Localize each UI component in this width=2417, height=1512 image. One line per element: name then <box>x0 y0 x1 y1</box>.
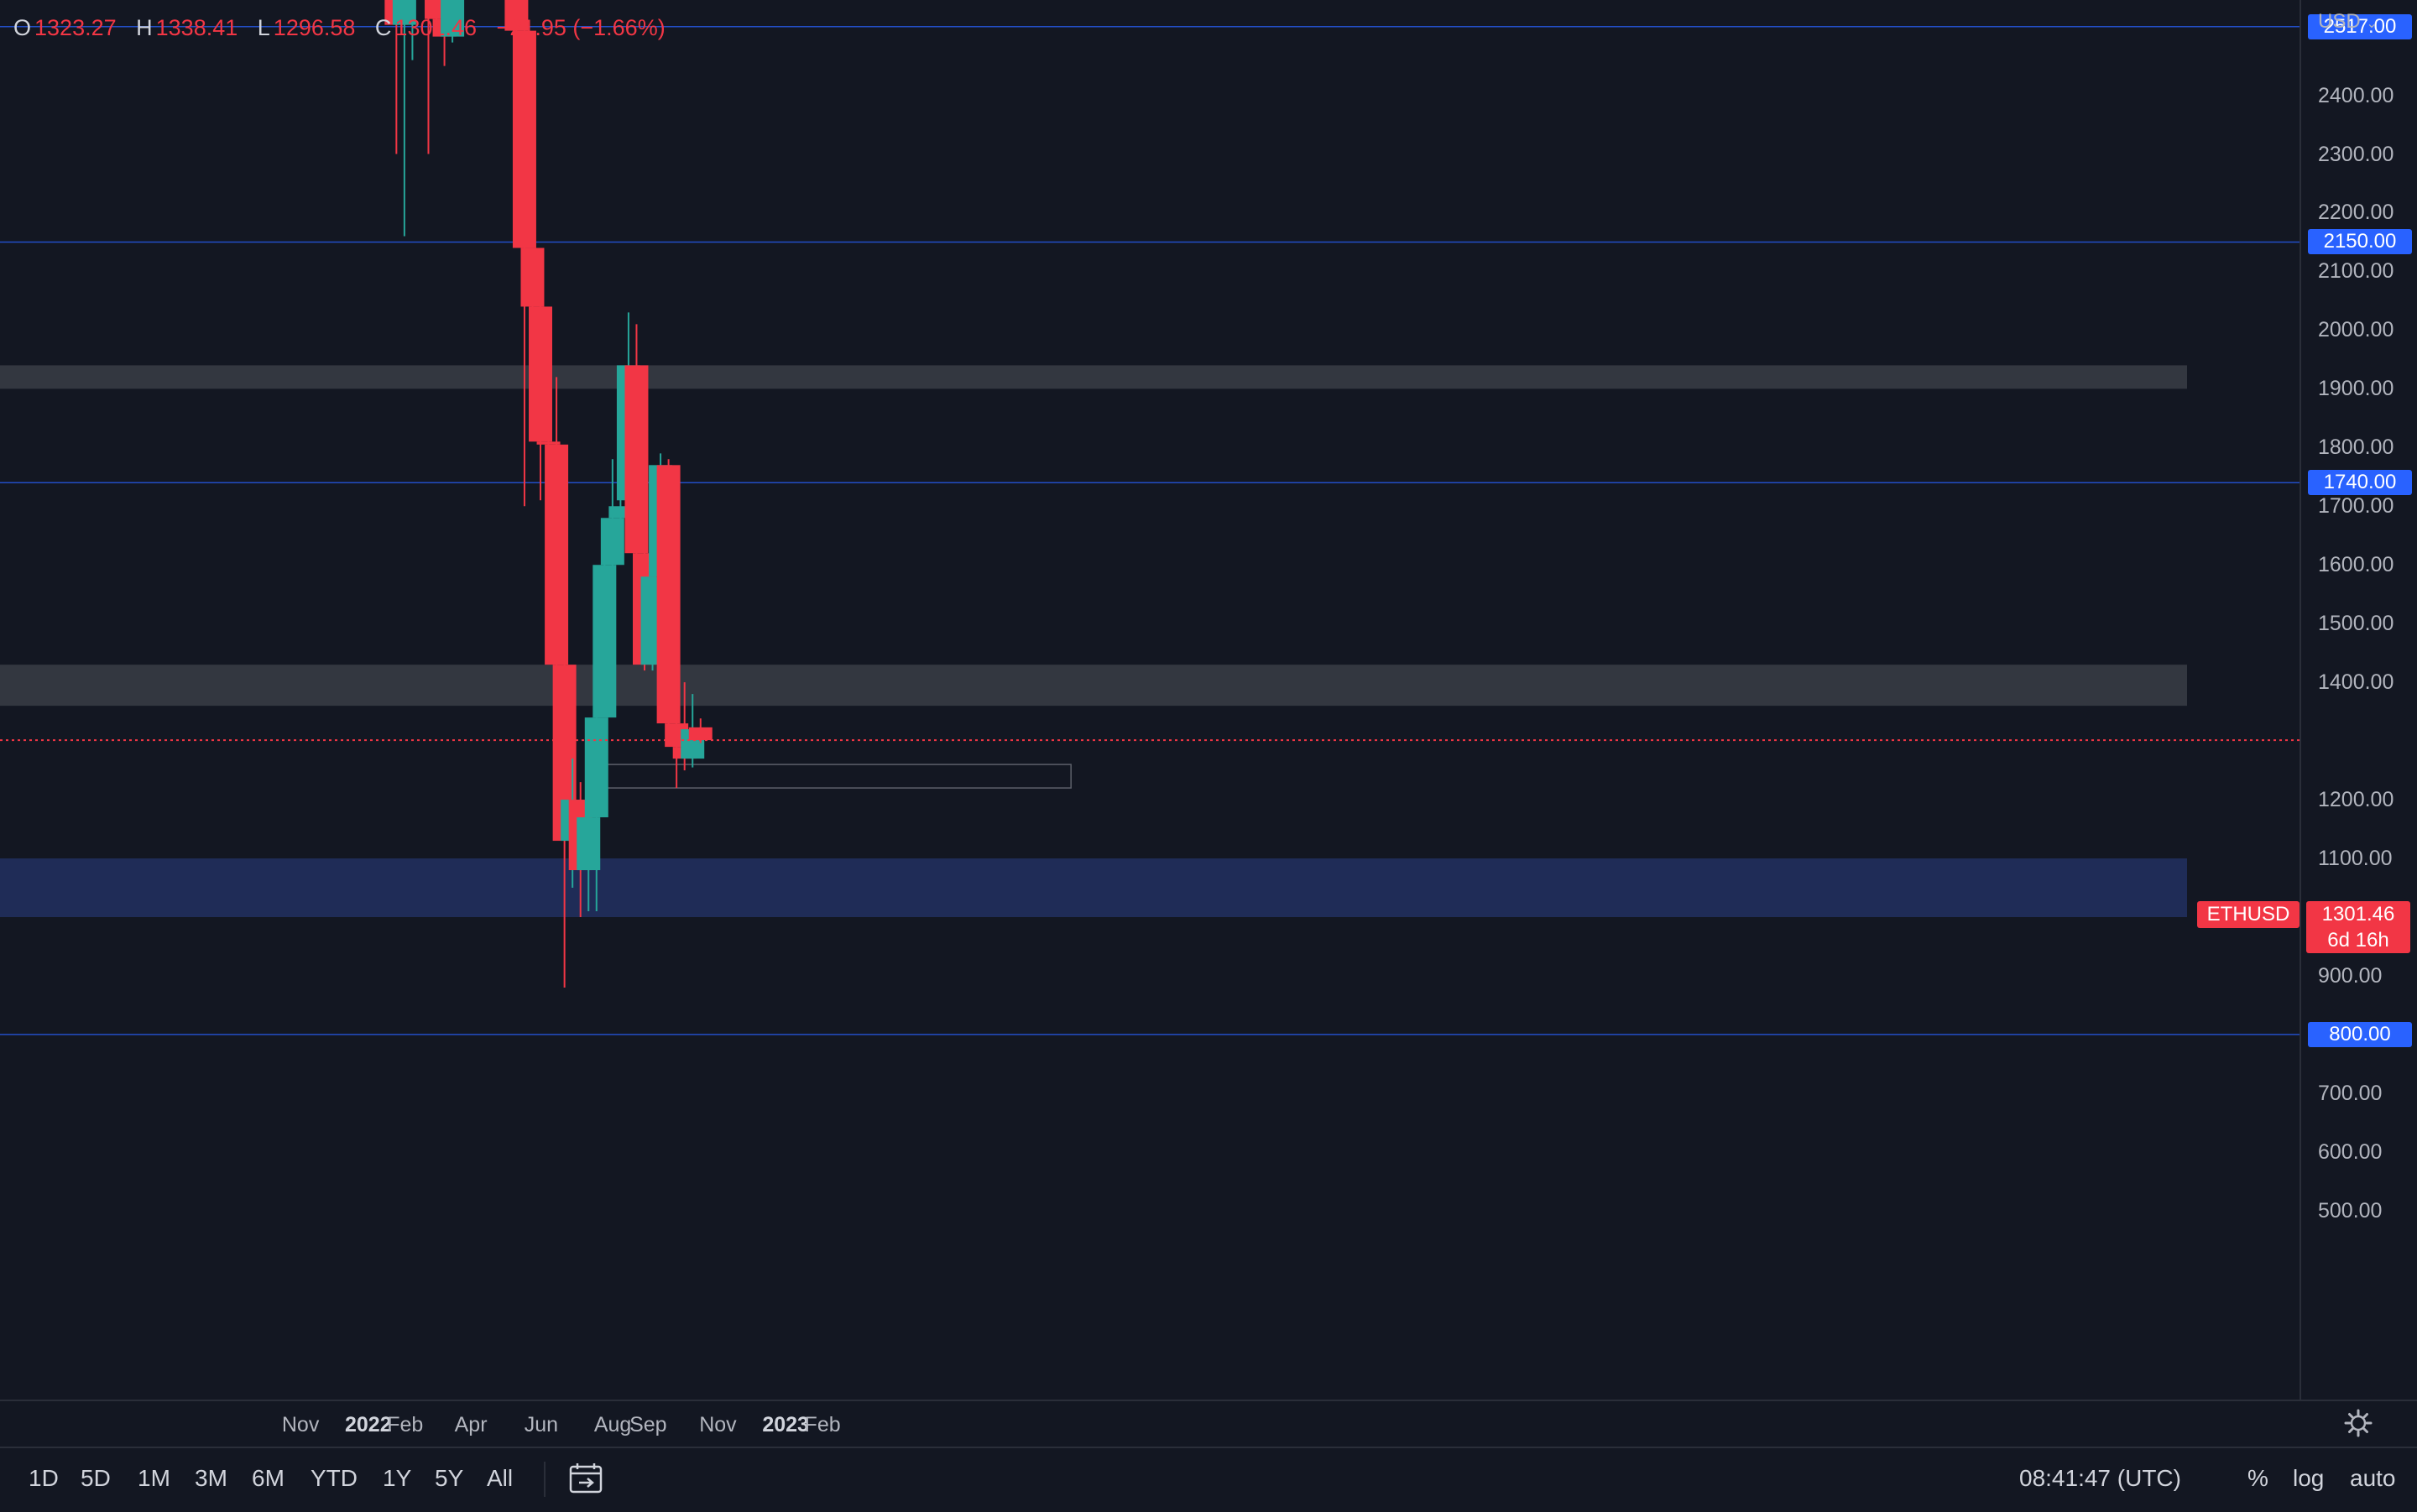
open-value: 1323.27 <box>34 15 117 40</box>
price-tick-label: 2400.00 <box>2318 83 2394 107</box>
level-price-badge: 2517.00 <box>2308 13 2412 39</box>
candle <box>504 0 529 49</box>
level-price-badge: 2150.00 <box>2308 229 2412 255</box>
price-tick-label: 2200.00 <box>2318 201 2394 225</box>
time-tick-label: 2023 <box>762 1413 809 1436</box>
price-tick-label: 1700.00 <box>2318 494 2394 519</box>
candle <box>545 377 569 671</box>
range-button-1y[interactable]: 1Y <box>383 1465 412 1491</box>
low-value: 1296.58 <box>273 15 356 40</box>
zone-blue <box>0 858 2187 917</box>
close-value: 1301.46 <box>394 15 478 40</box>
level-price-badge: 1740.00 <box>2308 470 2412 496</box>
candle <box>536 318 561 460</box>
range-button-1m[interactable]: 1M <box>138 1465 170 1491</box>
utc-clock[interactable]: 08:41:47 (UTC) <box>2019 1465 2181 1491</box>
price-tick-label: 1500.00 <box>2318 612 2394 636</box>
symbol-tag: ETHUSD <box>2197 901 2300 928</box>
change-value: −21.95 (−1.66%) <box>496 15 666 40</box>
zones-layer <box>0 365 2187 917</box>
price-tick-label: 1900.00 <box>2318 377 2394 401</box>
last-price-badge: 1301.46 6d 16h <box>2306 901 2410 953</box>
candle-body <box>441 0 465 37</box>
candle-body <box>584 717 608 818</box>
time-tick-label: 2022 <box>345 1413 392 1436</box>
time-tick-label: Feb <box>804 1413 841 1436</box>
price-tick-label: 1200.00 <box>2318 788 2394 812</box>
price-tick-label: 1100.00 <box>2318 847 2393 871</box>
gear-icon[interactable] <box>2343 1408 2373 1438</box>
last-price-value: 1301.46 <box>2321 903 2395 925</box>
price-axis[interactable]: 500.00600.00700.00900.001000.001100.0012… <box>2300 0 2417 1400</box>
price-tick-label: 1600.00 <box>2318 553 2394 577</box>
range-button-all[interactable]: All <box>487 1465 514 1491</box>
high-value: 1338.41 <box>155 15 238 40</box>
percent-toggle[interactable]: % <box>2247 1465 2268 1491</box>
zone-gray <box>0 365 2187 389</box>
bottom-toolbar: 1D 5D 1M 3M 6M YTD 1Y 5Y All 08:41:47 (UTC) % lo… <box>0 1447 2417 1512</box>
time-tick-label: Aug <box>593 1413 632 1436</box>
price-tick-label: 2100.00 <box>2318 259 2394 284</box>
close-label: C <box>374 15 392 40</box>
range-button-3m[interactable]: 3M <box>195 1465 227 1491</box>
price-tick-label: 500.00 <box>2318 1198 2383 1223</box>
candle-body <box>536 441 561 445</box>
time-tick-label: Apr <box>454 1413 488 1436</box>
auto-toggle[interactable]: auto <box>2350 1465 2396 1491</box>
range-button-ytd[interactable]: YTD <box>311 1465 358 1491</box>
level-price-badge: 800.00 <box>2308 1021 2412 1047</box>
countdown: 6d 16h <box>2327 929 2389 952</box>
candle <box>427 0 430 154</box>
price-tick-label: 1800.00 <box>2318 435 2394 460</box>
low-label: L <box>257 15 270 40</box>
log-toggle[interactable]: log <box>2293 1465 2325 1491</box>
range-box <box>588 764 1072 789</box>
currency-label: USD <box>2318 10 2361 33</box>
range-box-outline <box>588 764 1072 789</box>
price-tick-label: 1400.00 <box>2318 670 2394 695</box>
ohlc-legend: O 1323.27 H 1338.41 L 1296.58 C 1301.46 −21.… <box>13 15 679 41</box>
range-button-5y[interactable]: 5Y <box>435 1465 464 1491</box>
time-tick-label: Nov <box>699 1413 737 1436</box>
time-tick-label: Nov <box>281 1413 320 1436</box>
time-tick-label: Sep <box>629 1413 667 1436</box>
candle <box>688 718 713 743</box>
price-tick-label: 600.00 <box>2318 1139 2383 1164</box>
candles-layer <box>384 0 713 988</box>
price-tick-label: 700.00 <box>2318 1081 2383 1105</box>
range-button-6m[interactable]: 6M <box>252 1465 285 1491</box>
candle-body <box>545 444 569 665</box>
candle-body <box>504 0 529 31</box>
time-tick-label: Feb <box>387 1413 424 1436</box>
range-button-1d[interactable]: 1D <box>29 1465 59 1491</box>
date-range-icon[interactable] <box>567 1462 604 1495</box>
candlestick-chart[interactable] <box>0 0 2300 1400</box>
time-axis[interactable]: Nov 2022 Feb Apr Jun Aug Sep Nov 2023 Feb <box>0 1400 2417 1448</box>
range-button-5d[interactable]: 5D <box>81 1465 111 1491</box>
toolbar-divider <box>544 1462 546 1497</box>
time-tick-label: Jun <box>524 1413 559 1436</box>
chevron-down-icon: ⌄ <box>2366 17 2378 31</box>
candle-body <box>688 727 713 741</box>
levels-layer <box>0 25 2300 1035</box>
price-tick-label: 2300.00 <box>2318 142 2394 166</box>
price-tick-label: 2000.00 <box>2318 318 2394 342</box>
high-label: H <box>136 15 153 40</box>
zone-gray <box>0 665 2187 706</box>
price-tick-label: 900.00 <box>2318 963 2383 988</box>
open-label: O <box>13 15 32 40</box>
candle <box>584 682 608 912</box>
candle <box>441 0 465 43</box>
candle-body <box>512 30 536 248</box>
currency-selector[interactable]: USD ⌄ <box>2318 10 2378 34</box>
